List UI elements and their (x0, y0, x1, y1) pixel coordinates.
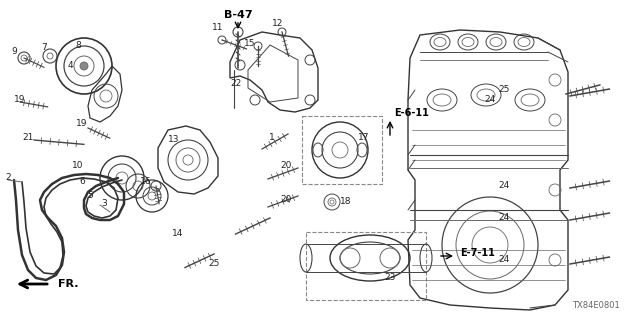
Text: 11: 11 (212, 23, 224, 33)
Text: B-47: B-47 (224, 10, 252, 20)
Text: TX84E0801: TX84E0801 (572, 301, 620, 310)
Text: 2: 2 (5, 173, 11, 182)
Text: 15: 15 (244, 39, 256, 49)
Text: E-6-11: E-6-11 (394, 108, 429, 118)
Text: E-7-11: E-7-11 (460, 248, 495, 258)
Text: 20: 20 (280, 162, 292, 171)
Bar (302, 116, 382, 184)
Text: 19: 19 (14, 95, 26, 105)
Text: 24: 24 (499, 213, 509, 222)
Text: 7: 7 (41, 44, 47, 52)
Text: 5: 5 (87, 191, 93, 201)
Text: 8: 8 (75, 42, 81, 51)
Text: 20: 20 (280, 196, 292, 204)
Text: 9: 9 (11, 47, 17, 57)
Text: 24: 24 (499, 181, 509, 190)
Text: 12: 12 (272, 20, 284, 28)
Text: 14: 14 (172, 229, 184, 238)
Text: 22: 22 (230, 79, 242, 89)
Text: 24: 24 (484, 95, 495, 105)
Text: 10: 10 (72, 162, 84, 171)
Text: 19: 19 (76, 119, 88, 129)
Text: 3: 3 (101, 199, 107, 209)
Bar (306, 232, 426, 300)
Text: 16: 16 (140, 178, 152, 187)
Text: 21: 21 (22, 133, 34, 142)
Text: 23: 23 (384, 274, 396, 283)
Text: 6: 6 (79, 178, 85, 187)
Circle shape (80, 62, 88, 70)
Text: 1: 1 (269, 133, 275, 142)
Text: 25: 25 (499, 85, 509, 94)
Text: 18: 18 (340, 197, 352, 206)
Text: 4: 4 (67, 61, 73, 70)
Text: 17: 17 (358, 133, 370, 142)
Text: 25: 25 (208, 260, 220, 268)
Text: 24: 24 (499, 255, 509, 265)
Text: FR.: FR. (58, 279, 79, 289)
Text: 13: 13 (168, 135, 180, 145)
